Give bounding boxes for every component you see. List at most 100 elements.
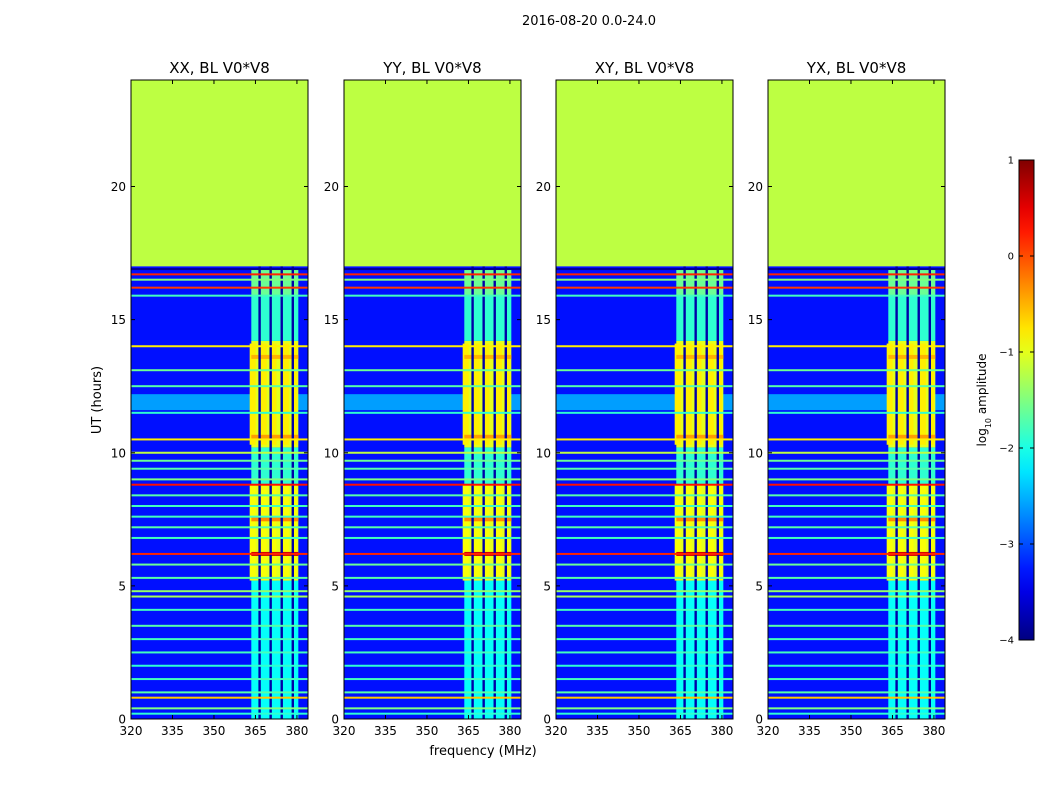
horizontal-line — [131, 451, 308, 454]
rfi-column — [495, 484, 502, 581]
horizontal-line — [768, 712, 945, 715]
horizontal-line — [131, 526, 308, 529]
horizontal-line — [768, 467, 945, 470]
rfi-hotspot — [676, 354, 724, 359]
x-tick-label: 380 — [710, 724, 733, 738]
rfi-column — [897, 343, 904, 445]
horizontal-line — [556, 638, 733, 641]
horizontal-line — [768, 494, 945, 497]
horizontal-line — [344, 563, 521, 566]
rfi-column — [473, 484, 480, 581]
x-tick-label: 350 — [416, 724, 439, 738]
horizontal-line — [556, 696, 733, 699]
x-tick-label: 350 — [840, 724, 863, 738]
horizontal-line — [131, 696, 308, 699]
rfi-column — [270, 484, 277, 581]
horizontal-line — [344, 707, 521, 710]
x-tick-label: 365 — [244, 724, 267, 738]
notch-column — [291, 266, 294, 719]
axes-frame — [555, 79, 734, 720]
horizontal-line — [556, 385, 733, 388]
colorbar-label: log10 amplitude — [975, 354, 993, 447]
rfi-column — [483, 343, 490, 445]
horizontal-line — [768, 515, 945, 518]
horizontal-line — [131, 563, 308, 566]
rfi-hotspot — [888, 434, 936, 439]
rfi-column — [919, 484, 926, 581]
horizontal-line — [344, 696, 521, 699]
horizontal-line — [131, 494, 308, 497]
y-tick-label: 0 — [331, 713, 339, 727]
horizontal-line — [768, 624, 945, 627]
horizontal-line — [131, 459, 308, 462]
rfi-hotspot — [888, 517, 936, 522]
horizontal-line — [131, 345, 308, 348]
horizontal-line — [131, 595, 308, 598]
horizontal-line — [768, 563, 945, 566]
axes-frame — [130, 79, 309, 720]
rfi-column — [707, 343, 714, 445]
notch-column — [716, 266, 719, 719]
colorbar-tick-label: −4 — [999, 636, 1014, 647]
horizontal-line — [768, 268, 945, 271]
horizontal-line — [344, 678, 521, 681]
horizontal-line — [131, 478, 308, 481]
panel-4: YX, BL V0*V8 0 5 10 15 20 320 335 350 365 380 — [748, 59, 946, 738]
horizontal-line — [344, 595, 521, 598]
horizontal-line — [768, 273, 945, 276]
x-tick-label: 335 — [586, 724, 609, 738]
horizontal-line — [556, 590, 733, 593]
notch-column — [917, 266, 920, 719]
rfi-column — [886, 484, 893, 581]
y-tick-label: 0 — [118, 713, 126, 727]
horizontal-line — [344, 286, 521, 289]
rfi-column — [260, 343, 267, 445]
rfi-column — [886, 343, 893, 445]
horizontal-line — [556, 273, 733, 276]
horizontal-line — [344, 369, 521, 372]
horizontal-line — [768, 411, 945, 414]
horizontal-line — [768, 478, 945, 481]
x-axis-label: frequency (MHz) — [429, 744, 536, 759]
rfi-column — [249, 343, 256, 445]
rfi-column — [695, 484, 702, 581]
horizontal-line — [131, 385, 308, 388]
rfi-column — [707, 484, 714, 581]
horizontal-line — [131, 576, 308, 579]
rfi-band-segment — [464, 295, 512, 341]
x-tick-label: 335 — [161, 724, 184, 738]
horizontal-line — [344, 345, 521, 348]
horizontal-line — [768, 590, 945, 593]
rfi-hotspot — [676, 517, 724, 522]
rfi-hotspot — [251, 434, 299, 439]
horizontal-line — [768, 608, 945, 611]
notch-column — [683, 266, 686, 719]
x-tick-label: 320 — [757, 724, 780, 738]
notch-column — [928, 266, 931, 719]
horizontal-line — [131, 483, 308, 486]
y-tick-label: 10 — [111, 446, 126, 460]
notch-column — [504, 266, 507, 719]
horizontal-line — [768, 385, 945, 388]
horizontal-line — [556, 678, 733, 681]
horizontal-line — [768, 638, 945, 641]
horizontal-line — [131, 624, 308, 627]
horizontal-line — [556, 438, 733, 441]
suptitle: 2016-08-20 0.0-24.0 — [522, 14, 656, 29]
horizontal-line — [131, 678, 308, 681]
horizontal-line — [344, 478, 521, 481]
rfi-hotspot — [464, 354, 512, 359]
horizontal-line — [344, 664, 521, 667]
x-tick-label: 365 — [669, 724, 692, 738]
horizontal-line — [768, 552, 945, 555]
rfi-column — [282, 343, 289, 445]
notch-column — [269, 266, 272, 719]
y-tick-label: 20 — [536, 180, 551, 194]
notch-column — [471, 266, 474, 719]
x-tick-label: 335 — [374, 724, 397, 738]
horizontal-line — [768, 707, 945, 710]
rfi-hotspot — [251, 517, 299, 522]
horizontal-line — [131, 369, 308, 372]
horizontal-line — [768, 696, 945, 699]
